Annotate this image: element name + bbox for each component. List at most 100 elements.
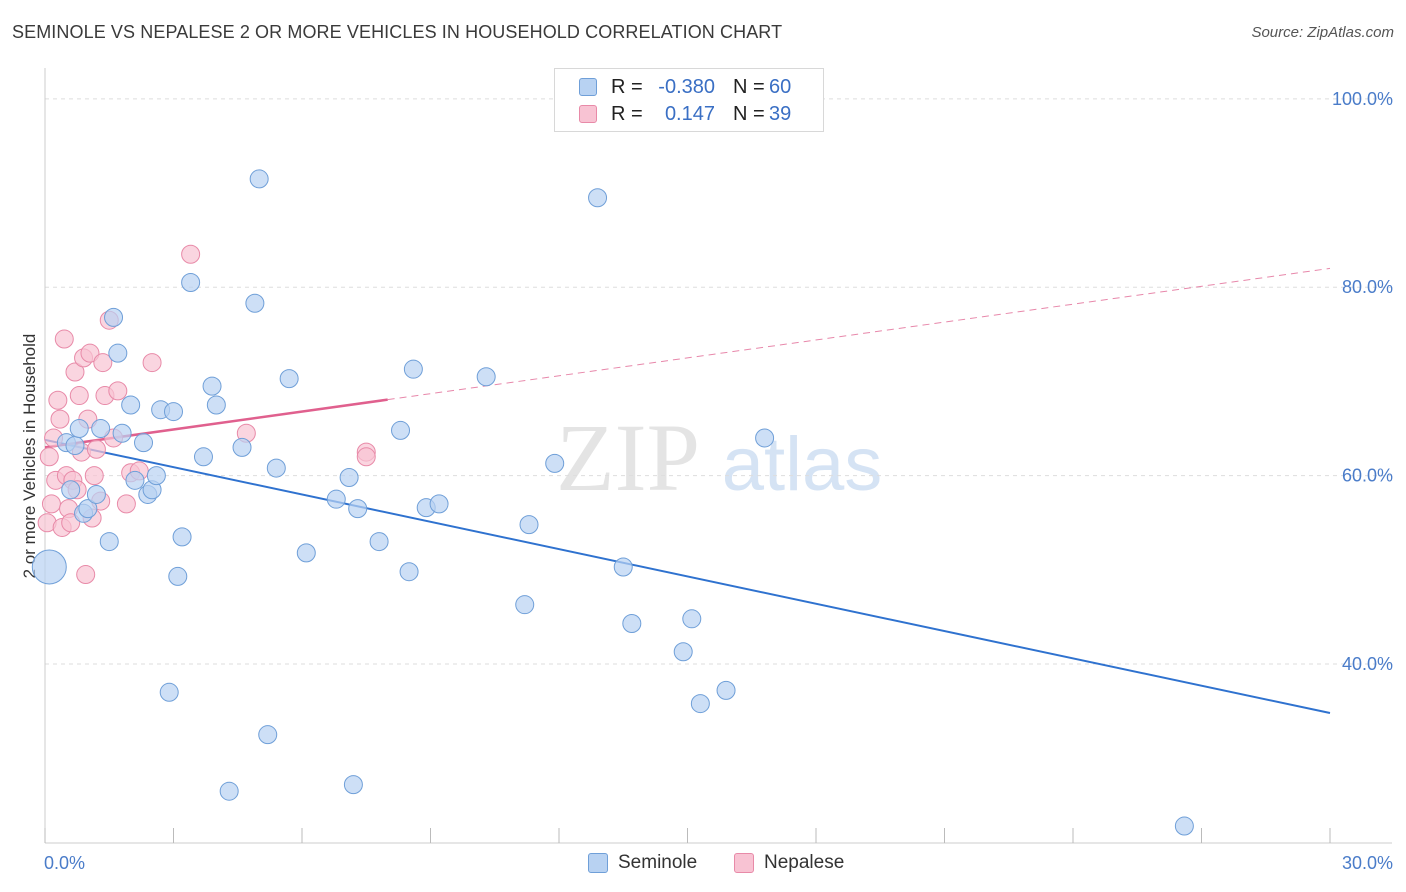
seminole-point-0 bbox=[31, 549, 67, 585]
nepalese-point-23 bbox=[86, 439, 106, 459]
y-tick-label-40: 40.0% bbox=[1342, 654, 1393, 674]
seminole-point-24 bbox=[181, 273, 201, 293]
seminole-point-23 bbox=[172, 527, 192, 547]
seminole-n-label: N = bbox=[733, 75, 765, 98]
trend-lines bbox=[44, 267, 1331, 714]
data-points bbox=[31, 169, 1194, 836]
axes bbox=[44, 68, 1392, 844]
seminole-point-47 bbox=[515, 595, 535, 615]
seminole-point-33 bbox=[266, 458, 286, 478]
tick-labels: 40.0% 60.0% 80.0% 100.0% 0.0% 30.0% bbox=[44, 89, 1393, 873]
correlation-legend: R = -0.380 N = 60 R = 0.147 N = 39 bbox=[554, 68, 824, 132]
legend-item-nepalese[interactable]: Nepalese bbox=[734, 852, 844, 874]
seminole-point-25 bbox=[193, 447, 213, 467]
nepalese-r-label: R = bbox=[611, 102, 643, 125]
nepalese-point-37 bbox=[356, 447, 376, 467]
nepalese-point-33 bbox=[142, 353, 162, 373]
seminole-point-34 bbox=[279, 369, 299, 389]
nepalese-point-34 bbox=[181, 244, 201, 264]
seminole-point-53 bbox=[673, 642, 693, 662]
seminole-point-26 bbox=[202, 376, 222, 396]
seminole-point-39 bbox=[348, 499, 368, 519]
seminole-point-3 bbox=[65, 435, 85, 455]
y-tick-label-60: 60.0% bbox=[1342, 466, 1393, 486]
seminole-point-14 bbox=[125, 470, 145, 490]
watermark: ZIP atlas bbox=[556, 404, 882, 511]
nepalese-point-22 bbox=[84, 466, 104, 486]
seminole-point-50 bbox=[588, 188, 608, 208]
nepalese-point-15 bbox=[69, 386, 89, 406]
nepalese-point-2 bbox=[41, 494, 61, 514]
seminole-point-40 bbox=[369, 532, 389, 552]
nepalese-r-value: 0.147 bbox=[664, 102, 715, 125]
seminole-point-54 bbox=[682, 609, 702, 629]
seminole-point-10 bbox=[104, 307, 124, 327]
nepalese-swatch bbox=[579, 105, 597, 123]
seminole-r-value: -0.380 bbox=[658, 75, 715, 98]
seminole-swatch bbox=[579, 78, 597, 96]
y-tick-label-100: 100.0% bbox=[1332, 89, 1393, 109]
seminole-trend-line bbox=[44, 438, 1331, 714]
seminole-point-48 bbox=[519, 515, 539, 535]
seminole-point-41 bbox=[391, 420, 411, 440]
nepalese-point-11 bbox=[61, 513, 81, 533]
seminole-point-13 bbox=[121, 395, 141, 415]
seminole-point-4 bbox=[69, 419, 89, 439]
seminole-n-value: 60 bbox=[769, 75, 792, 98]
seminole-point-20 bbox=[159, 682, 179, 702]
nepalese-point-29 bbox=[108, 381, 128, 401]
nepalese-n-value: 39 bbox=[769, 102, 792, 125]
nepalese-point-25 bbox=[93, 353, 113, 373]
seminole-point-29 bbox=[232, 437, 252, 457]
seminole-point-11 bbox=[108, 343, 128, 363]
nepalese-point-20 bbox=[80, 343, 100, 363]
seminole-point-43 bbox=[403, 359, 423, 379]
seminole-point-42 bbox=[399, 562, 419, 582]
nepalese-legend-swatch bbox=[734, 853, 754, 873]
seminole-point-36 bbox=[326, 489, 346, 509]
nepalese-point-13 bbox=[65, 362, 85, 382]
seminole-point-46 bbox=[476, 367, 496, 387]
nepalese-legend-label: Nepalese bbox=[764, 852, 845, 873]
seminole-point-58 bbox=[1174, 816, 1194, 836]
nepalese-trend-line-solid bbox=[44, 398, 388, 449]
nepalese-trend-line-dashed bbox=[387, 267, 1331, 401]
seminole-point-55 bbox=[690, 694, 710, 714]
seminole-legend-label: Seminole bbox=[618, 852, 698, 873]
chart-title: SEMINOLE VS NEPALESE 2 OR MORE VEHICLES … bbox=[12, 22, 783, 42]
seminole-point-35 bbox=[296, 543, 316, 563]
seminole-point-56 bbox=[716, 680, 736, 700]
seminole-point-6 bbox=[78, 499, 98, 519]
seminole-point-22 bbox=[168, 566, 188, 586]
seminole-point-18 bbox=[146, 466, 166, 486]
legend-row-nepalese: R = 0.147 N = 39 bbox=[579, 101, 791, 127]
seminole-point-51 bbox=[613, 557, 633, 577]
legend-item-seminole[interactable]: Seminole bbox=[588, 852, 697, 874]
watermark-atlas: atlas bbox=[722, 422, 883, 507]
seminole-point-9 bbox=[99, 532, 119, 552]
seminole-point-31 bbox=[249, 169, 269, 189]
x-tick-label-30: 30.0% bbox=[1342, 853, 1393, 873]
source-credit: Source: ZipAtlas.com bbox=[1251, 24, 1394, 41]
seminole-point-45 bbox=[429, 494, 449, 514]
seminole-point-28 bbox=[219, 781, 239, 801]
seminole-point-2 bbox=[61, 480, 81, 500]
seminole-point-57 bbox=[755, 428, 775, 448]
nepalese-n-label: N = bbox=[733, 102, 765, 125]
nepalese-point-1 bbox=[39, 447, 59, 467]
gridlines bbox=[45, 98, 1392, 665]
seminole-point-12 bbox=[112, 423, 132, 443]
x-tick-label-0: 0.0% bbox=[44, 853, 85, 873]
seminole-point-37 bbox=[339, 468, 359, 488]
nepalese-point-18 bbox=[76, 565, 96, 585]
seminole-point-8 bbox=[91, 419, 111, 439]
nepalese-point-8 bbox=[54, 329, 74, 349]
seminole-point-32 bbox=[258, 725, 278, 745]
legend-row-seminole: R = -0.380 N = 60 bbox=[579, 74, 791, 100]
nepalese-point-5 bbox=[48, 390, 68, 410]
seminole-legend-swatch bbox=[588, 853, 608, 873]
seminole-point-21 bbox=[164, 402, 183, 422]
seminole-point-52 bbox=[622, 614, 642, 634]
nepalese-point-6 bbox=[50, 409, 70, 429]
